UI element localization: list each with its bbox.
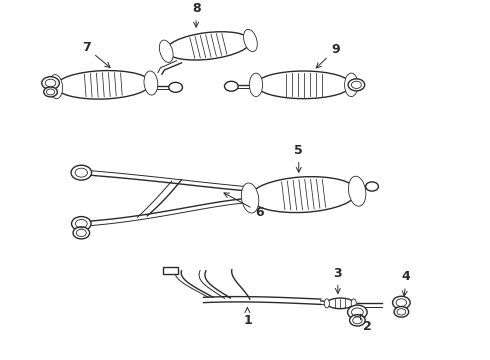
Circle shape (366, 182, 378, 191)
Text: 9: 9 (316, 43, 340, 68)
Text: 6: 6 (224, 193, 264, 219)
Circle shape (72, 217, 91, 231)
Text: 4: 4 (402, 270, 411, 296)
Circle shape (394, 306, 409, 317)
Ellipse shape (249, 73, 263, 96)
Ellipse shape (144, 71, 158, 95)
Circle shape (348, 79, 365, 91)
Text: 5: 5 (294, 144, 303, 172)
Ellipse shape (166, 32, 250, 60)
Ellipse shape (49, 75, 63, 99)
Ellipse shape (242, 183, 259, 213)
Circle shape (73, 227, 90, 239)
Ellipse shape (327, 298, 354, 309)
Bar (163, 266, 177, 274)
Circle shape (44, 87, 57, 97)
Ellipse shape (250, 177, 357, 213)
Circle shape (349, 315, 365, 326)
Ellipse shape (348, 176, 366, 206)
Circle shape (347, 305, 367, 319)
Circle shape (71, 165, 92, 180)
Circle shape (224, 81, 238, 91)
Circle shape (169, 82, 182, 92)
Ellipse shape (351, 299, 356, 308)
Ellipse shape (256, 71, 351, 99)
Text: 3: 3 (334, 267, 342, 293)
Circle shape (42, 77, 59, 89)
Ellipse shape (159, 40, 173, 62)
Ellipse shape (56, 71, 151, 99)
Ellipse shape (344, 73, 358, 96)
Text: 7: 7 (82, 41, 110, 67)
Ellipse shape (244, 30, 257, 51)
Text: 2: 2 (360, 314, 371, 333)
Text: 8: 8 (192, 2, 200, 27)
Ellipse shape (324, 299, 329, 308)
Circle shape (392, 296, 410, 309)
Text: 1: 1 (243, 307, 252, 327)
